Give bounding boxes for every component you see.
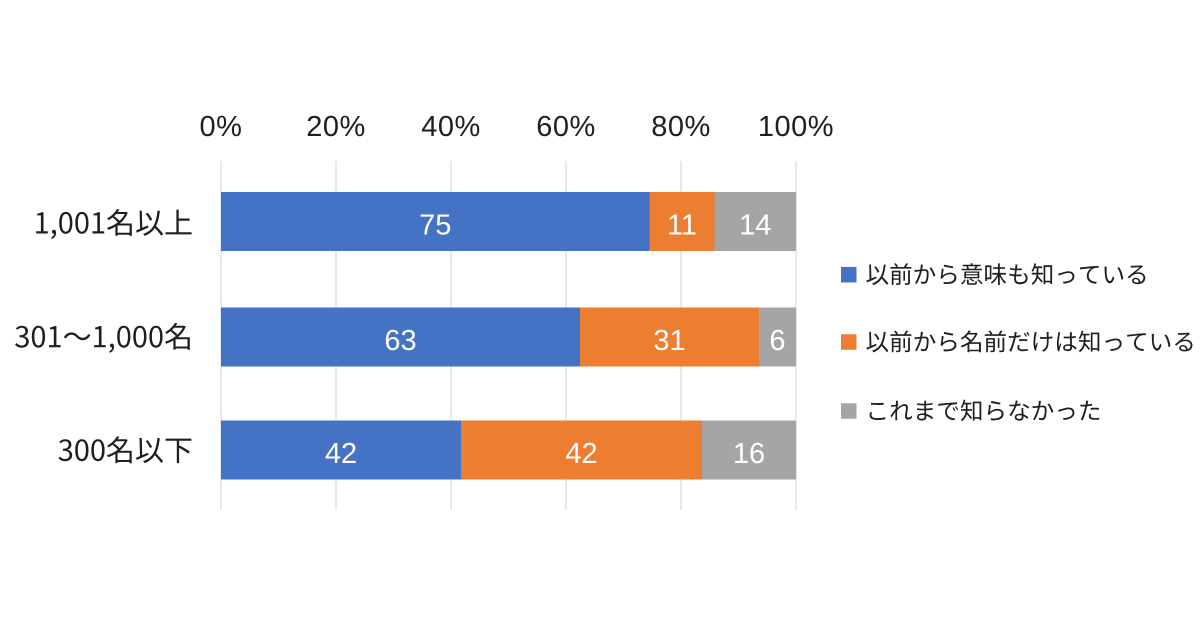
svg-text:63: 63	[384, 325, 416, 357]
svg-text:16: 16	[733, 438, 765, 470]
svg-text:20%: 20%	[306, 111, 366, 143]
svg-text:0%: 0%	[200, 111, 243, 143]
svg-text:42: 42	[565, 438, 597, 470]
svg-text:31: 31	[653, 325, 685, 357]
svg-text:14: 14	[739, 210, 771, 242]
svg-text:100%: 100%	[758, 111, 834, 143]
svg-text:42: 42	[325, 438, 357, 470]
svg-text:75: 75	[419, 210, 451, 242]
svg-text:11: 11	[667, 210, 697, 242]
svg-text:40%: 40%	[421, 111, 481, 143]
svg-text:60%: 60%	[536, 111, 596, 143]
svg-text:80%: 80%	[651, 111, 711, 143]
svg-text:6: 6	[769, 325, 785, 357]
